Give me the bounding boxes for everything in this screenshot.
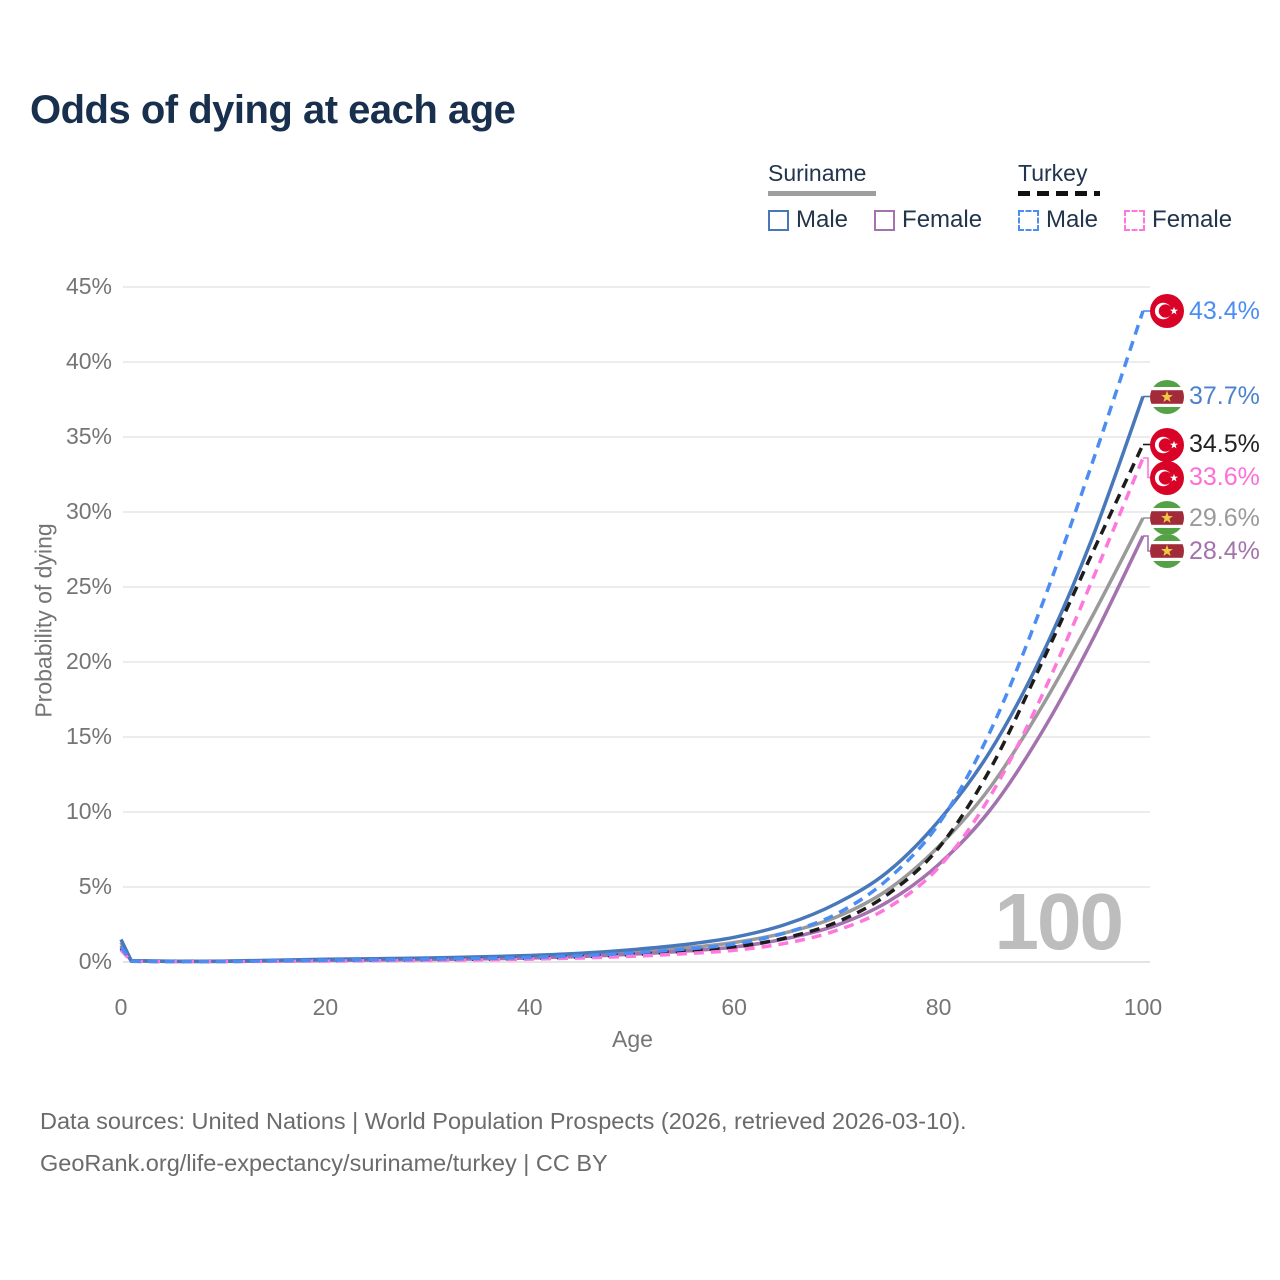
legend-item-turkey-male[interactable]: Male [1018, 206, 1098, 234]
end-value: 33.6% [1189, 463, 1260, 491]
legend-group-turkey: Turkey Male Female [1018, 160, 1232, 234]
data-source-line: Data sources: United Nations | World Pop… [40, 1108, 967, 1134]
end-value: 43.4% [1189, 296, 1260, 325]
end-label-suriname-female: 28.4% [1150, 534, 1260, 568]
end-value: 37.7% [1189, 382, 1260, 410]
legend-group-suriname: Suriname Male Female [768, 160, 982, 234]
legend-item-suriname-female[interactable]: Female [874, 206, 982, 234]
legend-country-line-sample [1018, 191, 1100, 196]
y-tick-20: 20% [65, 648, 112, 674]
legend-item-label: Female [1152, 206, 1233, 233]
turkey-flag-icon [1150, 427, 1184, 462]
legend-swatch [1018, 209, 1039, 231]
y-axis-title: Probability of dying [30, 523, 57, 718]
legend-item-suriname-male[interactable]: Male [768, 206, 848, 234]
suriname-flag-icon [1150, 379, 1184, 414]
legend-item-label: Male [1046, 206, 1099, 233]
end-label-turkey-male: 43.4% [1150, 294, 1260, 328]
legend-item-label: Female [902, 206, 983, 233]
y-tick-15: 15% [65, 723, 112, 749]
x-tick-20: 20 [312, 994, 339, 1020]
legend-item-label: Male [796, 206, 849, 233]
y-tick-0: 0% [78, 948, 112, 974]
x-tick-60: 60 [721, 994, 747, 1020]
y-tick-40: 40% [65, 348, 112, 374]
end-label-suriname-male: 37.7% [1150, 379, 1260, 414]
legend-swatch [768, 209, 789, 231]
y-tick-25: 25% [65, 573, 112, 599]
y-tick-5: 5% [78, 873, 112, 899]
curve-turkey-both [119, 443, 1145, 964]
x-tick-40: 40 [517, 994, 543, 1020]
turkey-flag-icon [1150, 294, 1184, 328]
end-value: 29.6% [1189, 503, 1260, 532]
end-label-turkey-both: 34.5% [1150, 427, 1260, 462]
legend-country-label: Turkey [1018, 160, 1088, 186]
turkey-flag-icon [1150, 460, 1184, 495]
end-value: 34.5% [1189, 430, 1260, 458]
y-tick-30: 30% [65, 498, 112, 524]
age-watermark: 100 [994, 877, 1124, 966]
x-tick-0: 0 [114, 994, 128, 1020]
attribution-line: GeoRank.org/life-expectancy/suriname/tur… [40, 1150, 608, 1176]
end-value: 28.4% [1189, 536, 1260, 565]
end-label-suriname-both: 29.6% [1150, 501, 1260, 535]
legend-country-label: Suriname [768, 160, 867, 186]
y-tick-35: 35% [65, 423, 112, 449]
legend-swatch [874, 209, 896, 231]
y-tick-10: 10% [65, 798, 112, 824]
end-label-turkey-female: 33.6% [1150, 460, 1260, 495]
legend-country-line-sample [768, 191, 876, 196]
x-tick-80: 80 [925, 994, 952, 1020]
y-tick-45: 45% [65, 273, 112, 299]
page-title: Odds of dying at each age [30, 88, 516, 132]
suriname-flag-icon [1150, 501, 1184, 535]
legend-item-turkey-female[interactable]: Female [1124, 206, 1232, 234]
x-tick-100: 100 [1123, 994, 1163, 1020]
x-axis-title: Age [612, 1026, 653, 1052]
curve-turkey-female [119, 457, 1145, 964]
legend-swatch [1124, 209, 1146, 231]
legend-items: Male Female [768, 206, 982, 234]
curve-turkey-male [119, 310, 1145, 964]
legend-items: Male Female [1018, 206, 1232, 234]
suriname-flag-icon [1150, 534, 1184, 568]
